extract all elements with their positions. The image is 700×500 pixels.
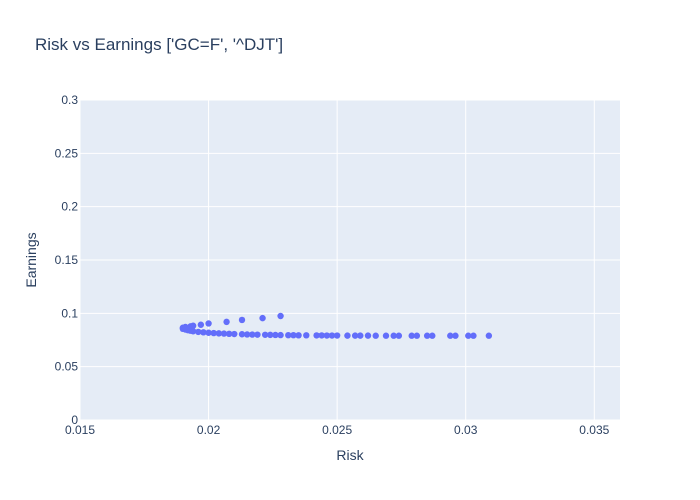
data-point[interactable] [429,332,436,339]
data-point[interactable] [413,332,421,339]
data-point[interactable] [277,312,284,320]
data-point[interactable] [189,322,197,329]
data-point[interactable] [277,331,284,339]
data-points [179,312,493,339]
y-tick-label: 0 [71,413,78,427]
data-point[interactable] [200,329,207,336]
data-point[interactable] [357,332,364,339]
data-point[interactable] [254,331,261,338]
x-tick-label: 0.03 [454,423,478,437]
y-axis-title: Earnings [23,232,39,287]
grid-lines [79,99,620,421]
data-point[interactable] [195,328,202,336]
y-tick-label: 0.05 [55,360,79,374]
data-point[interactable] [182,323,189,331]
data-point[interactable] [290,332,297,339]
data-point[interactable] [465,332,472,339]
x-tick-label: 0.02 [197,423,221,437]
data-point[interactable] [223,318,230,326]
data-point[interactable] [382,332,390,339]
data-point[interactable] [231,330,238,338]
data-point[interactable] [452,332,459,339]
data-point[interactable] [225,330,233,338]
data-point[interactable] [395,332,403,339]
x-axis-ticks: 0.015 0.02 0.025 0.03 0.035 [65,423,610,437]
data-point[interactable] [364,332,372,339]
data-point[interactable] [470,332,477,339]
data-point[interactable] [323,332,331,339]
data-point[interactable] [189,328,197,335]
x-tick-label: 0.035 [579,423,609,437]
data-point[interactable] [261,331,269,338]
data-point[interactable] [285,332,292,339]
data-point[interactable] [408,332,415,339]
data-point[interactable] [205,320,212,327]
y-axis-ticks: 0 0.05 0.1 0.15 0.2 0.25 0.3 [55,93,79,427]
data-point[interactable] [197,321,205,328]
x-tick-label: 0.015 [65,423,95,437]
data-point[interactable] [303,332,310,339]
y-tick-label: 0.2 [61,200,78,214]
data-point[interactable] [243,331,251,338]
data-point[interactable] [328,332,336,339]
chart-title: Risk vs Earnings ['GC=F', '^DJT'] [35,35,283,54]
data-point[interactable] [344,332,351,339]
x-axis-title: Risk [336,447,364,463]
data-point[interactable] [249,331,256,338]
data-point[interactable] [238,316,246,324]
y-tick-label: 0.1 [61,306,78,320]
y-tick-label: 0.25 [55,146,79,160]
data-point[interactable] [272,331,279,339]
data-point[interactable] [259,314,266,322]
data-point[interactable] [215,330,223,337]
data-point[interactable] [313,332,320,339]
data-point[interactable] [447,332,454,339]
data-point[interactable] [220,330,228,337]
data-point[interactable] [205,329,212,336]
data-point[interactable] [333,332,341,339]
data-point[interactable] [423,332,431,339]
data-point[interactable] [318,332,325,339]
data-point[interactable] [390,332,397,339]
data-point[interactable] [238,331,246,338]
data-point[interactable] [295,332,302,339]
data-point[interactable] [485,332,493,339]
data-point[interactable] [372,332,379,339]
y-tick-label: 0.15 [55,253,79,267]
x-tick-label: 0.025 [322,423,352,437]
data-point[interactable] [267,331,274,339]
data-point[interactable] [351,332,359,339]
y-tick-label: 0.3 [61,93,78,107]
data-point[interactable] [210,329,217,337]
